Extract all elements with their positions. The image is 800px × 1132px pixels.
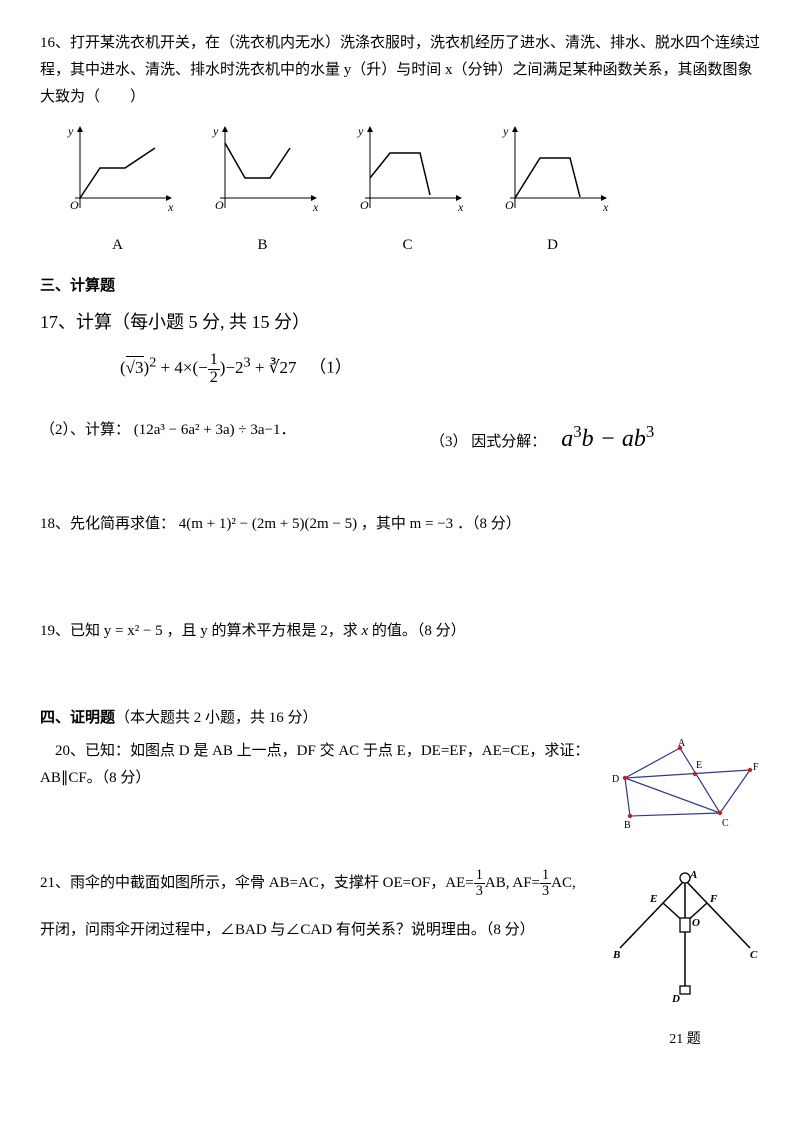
q18-expr: 4(m + 1)² − (2m + 5)(2m − 5): [179, 516, 357, 532]
graph-c: x y O C: [350, 123, 465, 259]
graph-a-label: A: [60, 232, 175, 259]
q21-caption: 21 题: [610, 1027, 760, 1052]
graph-d-label: D: [495, 232, 610, 259]
q19-expr: y = x² − 5: [104, 623, 163, 639]
graph-c-svg: x y O: [350, 123, 465, 218]
axis-x-label: x: [167, 200, 174, 214]
q20-line2: AB∥CF。（8 分）: [40, 765, 600, 792]
graph-a: x y O A: [60, 123, 175, 259]
q21-figure: A B C D E F O: [610, 868, 760, 1013]
graph-b-label: B: [205, 232, 320, 259]
q17-part3-expr: a3b − ab3: [561, 426, 654, 452]
svg-text:O: O: [692, 917, 700, 929]
q17-part1: (√3)2 + 4×(−12)−23 + ∛27 （1）: [120, 350, 760, 386]
svg-text:A: A: [689, 869, 697, 881]
svg-text:A: A: [678, 738, 686, 749]
svg-text:O: O: [505, 198, 514, 212]
svg-text:x: x: [457, 200, 464, 214]
q21-line2: 开闭，问雨伞开闭过程中，∠BAD 与∠CAD 有何关系？说明理由。（8 分）: [40, 917, 600, 944]
question-19: 19、已知 y = x² − 5 ，且 y 的算术平方根是 2，求 x 的值。（…: [40, 618, 760, 645]
section-4: 四、证明题（本大题共 2 小题，共 16 分）: [40, 705, 760, 732]
svg-text:y: y: [357, 124, 364, 138]
svg-text:D: D: [671, 993, 680, 1005]
svg-text:E: E: [696, 760, 702, 771]
svg-text:C: C: [750, 949, 758, 961]
q17-title: 17、计算（每小题 5 分, 共 15 分）: [40, 306, 760, 338]
svg-text:F: F: [753, 762, 759, 773]
q17-part3-label: （3） 因式分解：: [430, 434, 546, 450]
svg-text:D: D: [612, 774, 619, 785]
axis-y-label: y: [67, 124, 74, 138]
svg-text:F: F: [709, 893, 718, 905]
question-16: 16、打开某洗衣机开关，在（洗衣机内无水）洗涤衣服时，洗衣机经历了进水、清洗、排…: [40, 30, 760, 111]
svg-text:E: E: [649, 893, 657, 905]
graph-a-svg: x y O: [60, 123, 175, 218]
svg-text:B: B: [624, 820, 631, 831]
section-4-header: 四、证明题: [40, 710, 115, 726]
q21-figure-wrap: A B C D E F O 21 题: [610, 868, 760, 1052]
svg-text:O: O: [360, 198, 369, 212]
graph-b: x y O B: [205, 123, 320, 259]
graph-c-label: C: [350, 232, 465, 259]
svg-text:B: B: [612, 949, 620, 961]
svg-text:x: x: [312, 200, 319, 214]
section-3-header: 三、计算题: [40, 273, 760, 300]
svg-text:O: O: [215, 198, 224, 212]
question-18: 18、先化简再求值： 4(m + 1)² − (2m + 5)(2m − 5) …: [40, 511, 760, 538]
question-20: 20、已知：如图点 D 是 AB 上一点，DF 交 AC 于点 E，DE=EF，…: [40, 738, 760, 838]
svg-text:y: y: [212, 124, 219, 138]
svg-text:x: x: [602, 200, 609, 214]
q17-part2-expr: (12a³ − 6a² + 3a) ÷ 3a: [134, 422, 265, 438]
graph-b-svg: x y O: [205, 123, 320, 218]
q20-figure: A B C D E F: [610, 738, 760, 838]
q20-line1: 20、已知：如图点 D 是 AB 上一点，DF 交 AC 于点 E，DE=EF，…: [40, 738, 600, 765]
svg-text:C: C: [722, 818, 729, 829]
graph-d-svg: x y O: [495, 123, 610, 218]
svg-text:y: y: [502, 124, 509, 138]
q16-text: 16、打开某洗衣机开关，在（洗衣机内无水）洗涤衣服时，洗衣机经历了进水、清洗、排…: [40, 35, 760, 105]
graph-d: x y O D: [495, 123, 610, 259]
q21-line1: 21、雨伞的中截面如图所示，伞骨 AB=AC，支撑杆 OE=OF，AE=13AB…: [40, 868, 600, 899]
origin-label: O: [70, 198, 79, 212]
question-21: 21、雨伞的中截面如图所示，伞骨 AB=AC，支撑杆 OE=OF，AE=13AB…: [40, 868, 760, 1052]
q16-graphs: x y O A x y O B x y O C: [60, 123, 760, 259]
q17-parts-2-3: （2）、计算： (12a³ − 6a² + 3a) ÷ 3a−1． （3） 因式…: [40, 417, 760, 461]
q17-part2-label: （2）、计算：: [40, 422, 130, 438]
